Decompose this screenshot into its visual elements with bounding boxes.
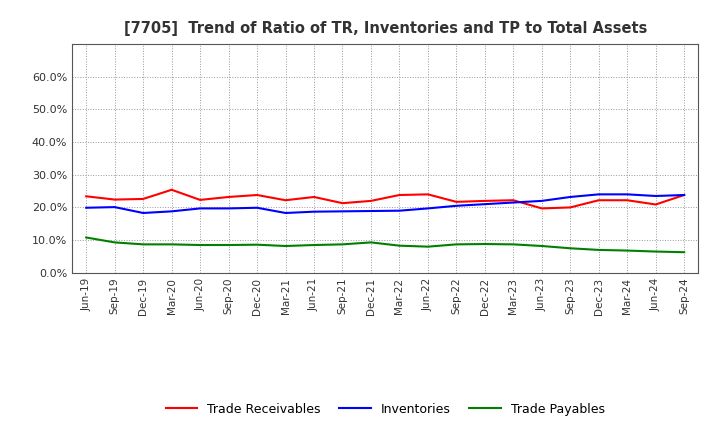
Inventories (167, 209, 176, 214)
Trade Receivables (623, 198, 631, 203)
Trade Payables (338, 242, 347, 247)
Trade Receivables (253, 192, 261, 198)
Inventories (595, 192, 603, 197)
Inventories (110, 205, 119, 210)
Trade Receivables (310, 194, 318, 200)
Trade Payables (139, 242, 148, 247)
Trade Receivables (566, 205, 575, 210)
Trade Receivables (480, 198, 489, 204)
Line: Trade Receivables: Trade Receivables (86, 190, 684, 209)
Trade Receivables (652, 202, 660, 207)
Inventories (509, 200, 518, 205)
Trade Receivables (282, 198, 290, 203)
Trade Receivables (338, 201, 347, 206)
Trade Payables (167, 242, 176, 247)
Trade Receivables (196, 197, 204, 202)
Inventories (480, 202, 489, 207)
Trade Payables (110, 240, 119, 245)
Trade Payables (82, 235, 91, 240)
Trade Payables (652, 249, 660, 254)
Trade Receivables (452, 199, 461, 205)
Inventories (680, 192, 688, 198)
Inventories (338, 209, 347, 214)
Line: Trade Payables: Trade Payables (86, 238, 684, 252)
Inventories (253, 205, 261, 210)
Trade Payables (623, 248, 631, 253)
Trade Receivables (537, 206, 546, 211)
Trade Receivables (423, 192, 432, 197)
Inventories (139, 210, 148, 216)
Trade Payables (253, 242, 261, 247)
Trade Payables (480, 242, 489, 247)
Trade Payables (509, 242, 518, 247)
Trade Payables (680, 249, 688, 255)
Trade Payables (225, 242, 233, 248)
Trade Payables (395, 243, 404, 248)
Trade Payables (423, 244, 432, 249)
Trade Payables (566, 246, 575, 251)
Inventories (82, 205, 91, 210)
Trade Receivables (509, 198, 518, 203)
Trade Receivables (225, 194, 233, 200)
Trade Payables (196, 242, 204, 248)
Trade Receivables (595, 198, 603, 203)
Trade Payables (537, 243, 546, 249)
Trade Payables (310, 242, 318, 248)
Trade Payables (366, 240, 375, 245)
Trade Payables (282, 243, 290, 249)
Inventories (310, 209, 318, 214)
Trade Receivables (167, 187, 176, 192)
Inventories (282, 210, 290, 216)
Trade Receivables (110, 197, 119, 202)
Inventories (623, 192, 631, 197)
Inventories (452, 203, 461, 209)
Inventories (566, 194, 575, 200)
Trade Receivables (366, 198, 375, 204)
Inventories (196, 206, 204, 211)
Inventories (395, 208, 404, 213)
Legend: Trade Receivables, Inventories, Trade Payables: Trade Receivables, Inventories, Trade Pa… (161, 398, 610, 421)
Trade Receivables (395, 192, 404, 198)
Trade Payables (452, 242, 461, 247)
Trade Receivables (82, 194, 91, 199)
Inventories (225, 206, 233, 211)
Trade Receivables (139, 196, 148, 202)
Trade Receivables (680, 192, 688, 198)
Line: Inventories: Inventories (86, 194, 684, 213)
Title: [7705]  Trend of Ratio of TR, Inventories and TP to Total Assets: [7705] Trend of Ratio of TR, Inventories… (124, 21, 647, 36)
Inventories (423, 206, 432, 211)
Inventories (537, 198, 546, 204)
Inventories (652, 193, 660, 198)
Trade Payables (595, 247, 603, 253)
Inventories (366, 209, 375, 214)
